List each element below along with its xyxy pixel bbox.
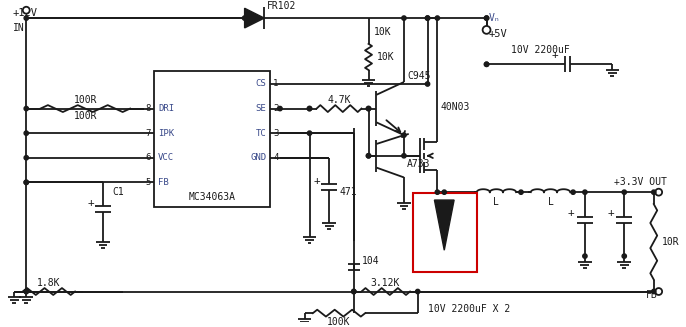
Circle shape (484, 62, 488, 66)
Circle shape (655, 288, 662, 295)
Polygon shape (434, 200, 454, 250)
Text: SE: SE (255, 104, 266, 113)
Text: 1: 1 (273, 79, 279, 89)
Text: FR102: FR102 (268, 1, 296, 11)
Text: 471: 471 (339, 187, 357, 197)
Text: IPK: IPK (158, 129, 174, 138)
Circle shape (416, 289, 420, 294)
Text: 6: 6 (146, 153, 151, 162)
Text: 7: 7 (146, 129, 151, 138)
Text: 4: 4 (273, 153, 279, 162)
Text: FB: FB (646, 290, 658, 301)
Circle shape (352, 289, 356, 294)
Circle shape (484, 16, 488, 20)
Circle shape (307, 106, 311, 111)
Text: +: + (88, 198, 95, 209)
Circle shape (242, 16, 247, 20)
Circle shape (435, 190, 440, 194)
Circle shape (366, 106, 370, 111)
Text: 8: 8 (146, 104, 151, 113)
Circle shape (278, 106, 282, 111)
Circle shape (484, 62, 488, 66)
Circle shape (24, 106, 28, 111)
Text: 10R: 10R (661, 237, 679, 247)
Circle shape (366, 154, 370, 158)
Text: L: L (493, 197, 499, 207)
Text: C945: C945 (407, 71, 430, 81)
Circle shape (519, 190, 523, 194)
Circle shape (24, 180, 28, 184)
Circle shape (366, 106, 370, 111)
Text: TC: TC (255, 129, 266, 138)
Circle shape (402, 154, 406, 158)
Text: 10K: 10K (377, 52, 394, 62)
Text: 3: 3 (273, 129, 279, 138)
Text: 4.7K: 4.7K (327, 95, 351, 105)
Circle shape (484, 16, 488, 20)
Circle shape (402, 16, 406, 20)
Text: 100K: 100K (327, 317, 351, 327)
Text: +: + (314, 176, 321, 186)
Circle shape (622, 190, 626, 194)
Circle shape (24, 289, 28, 294)
Circle shape (442, 190, 447, 194)
Text: CS: CS (255, 79, 266, 89)
Text: MC34063A: MC34063A (189, 192, 236, 202)
Polygon shape (245, 8, 264, 28)
Circle shape (483, 26, 490, 34)
Text: 10K: 10K (373, 27, 391, 37)
Circle shape (425, 16, 429, 20)
Circle shape (425, 16, 429, 20)
Circle shape (655, 189, 662, 196)
Text: 10V 2200uF: 10V 2200uF (511, 44, 570, 55)
Text: 104: 104 (362, 256, 379, 266)
Circle shape (307, 106, 311, 111)
Circle shape (23, 7, 29, 14)
Circle shape (24, 156, 28, 160)
Text: +: + (568, 208, 574, 218)
Text: 5: 5 (146, 178, 151, 187)
Text: 100R: 100R (73, 95, 97, 105)
Text: IN: IN (12, 23, 24, 33)
Circle shape (24, 180, 28, 184)
Text: 10V 2200uF X 2: 10V 2200uF X 2 (427, 304, 510, 314)
Text: FB: FB (158, 178, 169, 187)
Circle shape (307, 131, 311, 135)
Text: 3.12K: 3.12K (370, 278, 400, 288)
Circle shape (582, 190, 587, 194)
Circle shape (652, 190, 656, 194)
Text: 1.8K: 1.8K (37, 278, 60, 288)
Circle shape (425, 82, 429, 86)
Circle shape (24, 289, 28, 294)
Text: Vₙ: Vₙ (488, 13, 500, 23)
Circle shape (435, 16, 440, 20)
Circle shape (622, 254, 626, 258)
Circle shape (366, 154, 370, 158)
Text: VCC: VCC (158, 153, 174, 162)
Text: +: + (552, 50, 559, 60)
Text: +3.3V OUT: +3.3V OUT (615, 177, 667, 187)
Text: 2: 2 (273, 104, 279, 113)
Bar (413, 193, 477, 272)
Text: DRI: DRI (158, 104, 174, 113)
Text: +5V: +5V (488, 29, 507, 39)
Text: A733: A733 (407, 159, 430, 169)
Text: 100R: 100R (73, 112, 97, 121)
Text: 40N03: 40N03 (440, 102, 470, 112)
Bar (154, 71, 270, 207)
Circle shape (24, 131, 28, 135)
Circle shape (24, 16, 28, 20)
Circle shape (571, 190, 576, 194)
Text: +12V: +12V (12, 8, 38, 18)
Text: +: + (607, 208, 614, 218)
Circle shape (652, 289, 656, 294)
Text: C1: C1 (113, 187, 125, 197)
Circle shape (352, 289, 356, 294)
Text: L: L (547, 197, 554, 207)
Circle shape (402, 133, 406, 137)
Text: GND: GND (250, 153, 266, 162)
Circle shape (582, 254, 587, 258)
